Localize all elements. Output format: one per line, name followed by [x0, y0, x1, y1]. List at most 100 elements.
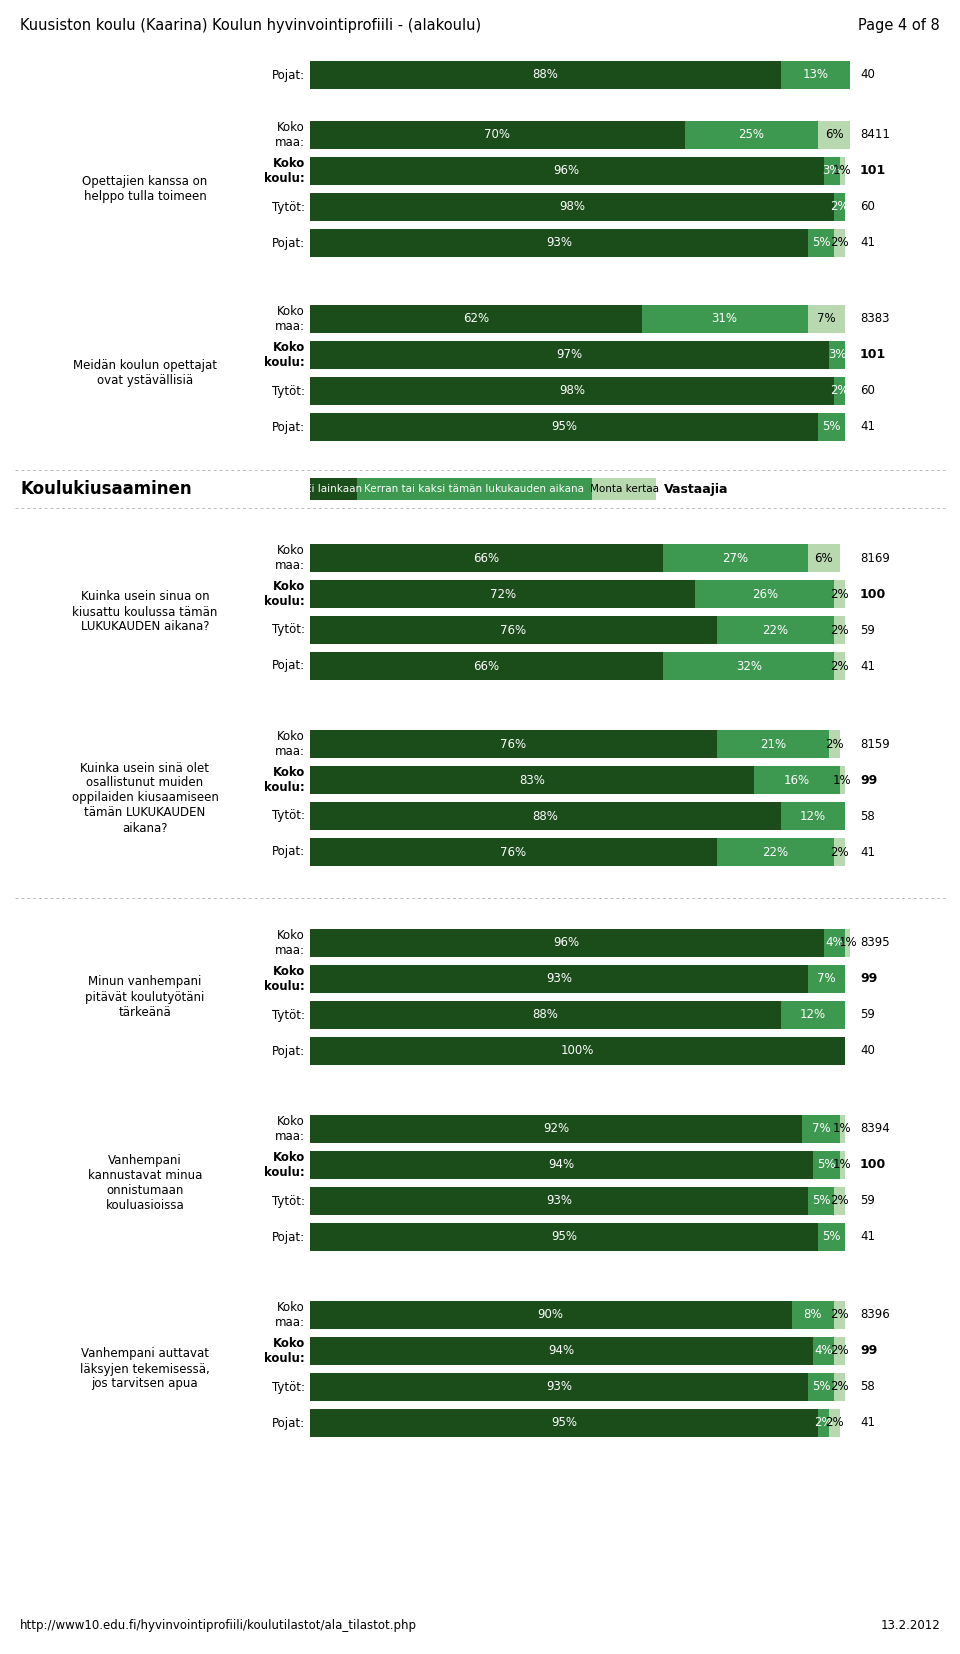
Bar [663, 544, 807, 572]
Bar [840, 766, 845, 794]
Text: 1%: 1% [833, 774, 852, 787]
Bar [813, 1336, 834, 1365]
Text: 99: 99 [860, 774, 877, 787]
Text: 31%: 31% [711, 313, 737, 326]
Bar [834, 581, 845, 609]
Text: 13%: 13% [803, 68, 828, 81]
Text: 22%: 22% [762, 845, 788, 858]
Text: Pojat:: Pojat: [272, 1044, 305, 1057]
Bar [834, 194, 845, 222]
Text: 100: 100 [860, 587, 886, 600]
Bar [592, 478, 656, 500]
Text: 72%: 72% [490, 587, 516, 600]
Bar [840, 1151, 845, 1179]
Text: Pojat:: Pojat: [272, 420, 305, 433]
Bar [791, 1302, 834, 1330]
Text: Koko
maa:: Koko maa: [275, 1302, 305, 1330]
Text: 59: 59 [860, 624, 875, 637]
Text: Tytöt:: Tytöt: [272, 384, 305, 397]
Text: Koko
maa:: Koko maa: [275, 544, 305, 572]
Bar [828, 729, 840, 758]
Text: 41: 41 [860, 1416, 875, 1429]
Text: 5%: 5% [811, 1194, 830, 1207]
Text: Kuusiston koulu (Kaarina) Koulun hyvinvointiprofiili - (alakoulu): Kuusiston koulu (Kaarina) Koulun hyvinvo… [20, 18, 481, 33]
Text: Pojat:: Pojat: [272, 1416, 305, 1429]
Text: 7%: 7% [811, 1123, 830, 1136]
Text: 100%: 100% [561, 1044, 594, 1057]
Text: Koko
koulu:: Koko koulu: [264, 766, 305, 794]
Bar [695, 581, 834, 609]
Text: Kerran tai kaksi tämän lukukauden aikana: Kerran tai kaksi tämän lukukauden aikana [364, 485, 585, 495]
Text: 25%: 25% [738, 129, 764, 142]
Bar [310, 61, 780, 89]
Bar [310, 478, 356, 500]
Text: Pojat:: Pojat: [272, 845, 305, 858]
Bar [807, 1373, 834, 1401]
Text: 2%: 2% [825, 738, 844, 751]
Bar [310, 802, 780, 830]
Text: Koko
koulu:: Koko koulu: [264, 964, 305, 992]
Text: 8396: 8396 [860, 1308, 890, 1322]
Text: 8394: 8394 [860, 1123, 890, 1136]
Text: Pojat:: Pojat: [272, 68, 305, 81]
Bar [845, 930, 851, 958]
Text: 12%: 12% [800, 1009, 826, 1022]
Bar [834, 1302, 845, 1330]
Text: 2%: 2% [830, 845, 849, 858]
Text: Tytöt:: Tytöt: [272, 1381, 305, 1394]
Text: 95%: 95% [551, 420, 577, 433]
Text: 93%: 93% [546, 1381, 572, 1394]
Text: 66%: 66% [473, 551, 499, 564]
Bar [716, 839, 834, 867]
Bar [834, 228, 845, 256]
Text: 7%: 7% [817, 973, 835, 986]
Bar [840, 1115, 845, 1143]
Text: Koko
koulu:: Koko koulu: [264, 1336, 305, 1365]
Bar [663, 652, 834, 680]
Text: 93%: 93% [546, 1194, 572, 1207]
Text: 70%: 70% [484, 129, 511, 142]
Bar [310, 304, 641, 332]
Text: 5%: 5% [811, 1381, 830, 1394]
Text: Koko
maa:: Koko maa: [275, 1115, 305, 1143]
Text: 93%: 93% [546, 237, 572, 250]
Text: 88%: 88% [533, 1009, 559, 1022]
Bar [834, 1373, 845, 1401]
Bar [824, 157, 840, 185]
Text: 12%: 12% [800, 809, 826, 822]
Bar [310, 1373, 807, 1401]
Bar [310, 1336, 813, 1365]
Text: 1%: 1% [833, 164, 852, 177]
Bar [310, 544, 663, 572]
Bar [824, 930, 845, 958]
Text: 99: 99 [860, 973, 877, 986]
Bar [813, 1151, 840, 1179]
Text: 41: 41 [860, 420, 875, 433]
Text: 62%: 62% [463, 313, 489, 326]
Text: 32%: 32% [735, 660, 761, 673]
Bar [310, 581, 695, 609]
Text: 2%: 2% [830, 384, 849, 397]
Text: 5%: 5% [823, 420, 841, 433]
Bar [356, 478, 592, 500]
Text: Koko
maa:: Koko maa: [275, 930, 305, 958]
Text: 96%: 96% [554, 164, 580, 177]
Text: 8383: 8383 [860, 313, 890, 326]
Bar [310, 194, 834, 222]
Text: 2%: 2% [830, 624, 849, 637]
Bar [310, 228, 807, 256]
Text: 41: 41 [860, 660, 875, 673]
Bar [828, 341, 845, 369]
Bar [818, 1409, 828, 1437]
Bar [807, 544, 840, 572]
Text: 3%: 3% [823, 164, 841, 177]
Text: 41: 41 [860, 1231, 875, 1244]
Text: 2%: 2% [830, 1308, 849, 1322]
Text: 2%: 2% [830, 1345, 849, 1358]
Text: 8159: 8159 [860, 738, 890, 751]
Bar [818, 414, 845, 442]
Text: 1%: 1% [838, 936, 857, 949]
Text: 97%: 97% [557, 349, 583, 362]
Text: Meidän koulun opettajat
ovat ystävällisiä: Meidän koulun opettajat ovat ystävällisi… [73, 359, 217, 387]
Bar [310, 1188, 807, 1216]
